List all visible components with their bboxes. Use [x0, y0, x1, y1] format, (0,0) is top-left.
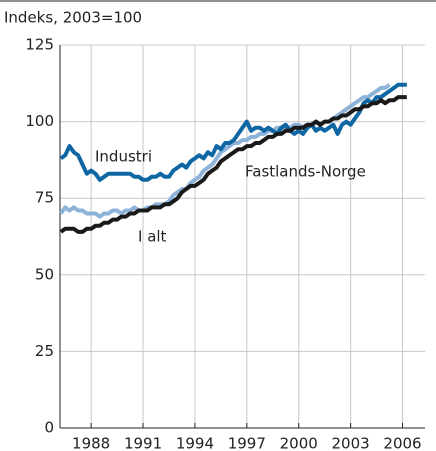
- y-tick-label: 25: [35, 342, 54, 360]
- x-tick-label: 2006: [383, 435, 421, 451]
- series-line: [59, 95, 407, 234]
- y-tick-label: 0: [44, 419, 54, 437]
- y-tick-label: 100: [25, 112, 54, 130]
- y-tick-label: 75: [35, 189, 54, 207]
- series-label: Fastlands-Norge: [245, 163, 366, 181]
- series-label: I alt: [138, 228, 167, 246]
- x-tick-label: 1988: [72, 435, 110, 451]
- x-tick-label: 1994: [176, 435, 214, 451]
- x-tick-label: 2000: [280, 435, 318, 451]
- series-line: [59, 82, 407, 182]
- y-tick-label: 125: [25, 36, 54, 54]
- x-tick-label: 2003: [332, 435, 370, 451]
- x-tick-label: 1997: [228, 435, 266, 451]
- y-tick-label: 50: [35, 265, 54, 283]
- y-axis-label: Indeks, 2003=100: [4, 9, 142, 27]
- series-label: Industri: [95, 148, 152, 166]
- x-tick-label: 1991: [124, 435, 162, 451]
